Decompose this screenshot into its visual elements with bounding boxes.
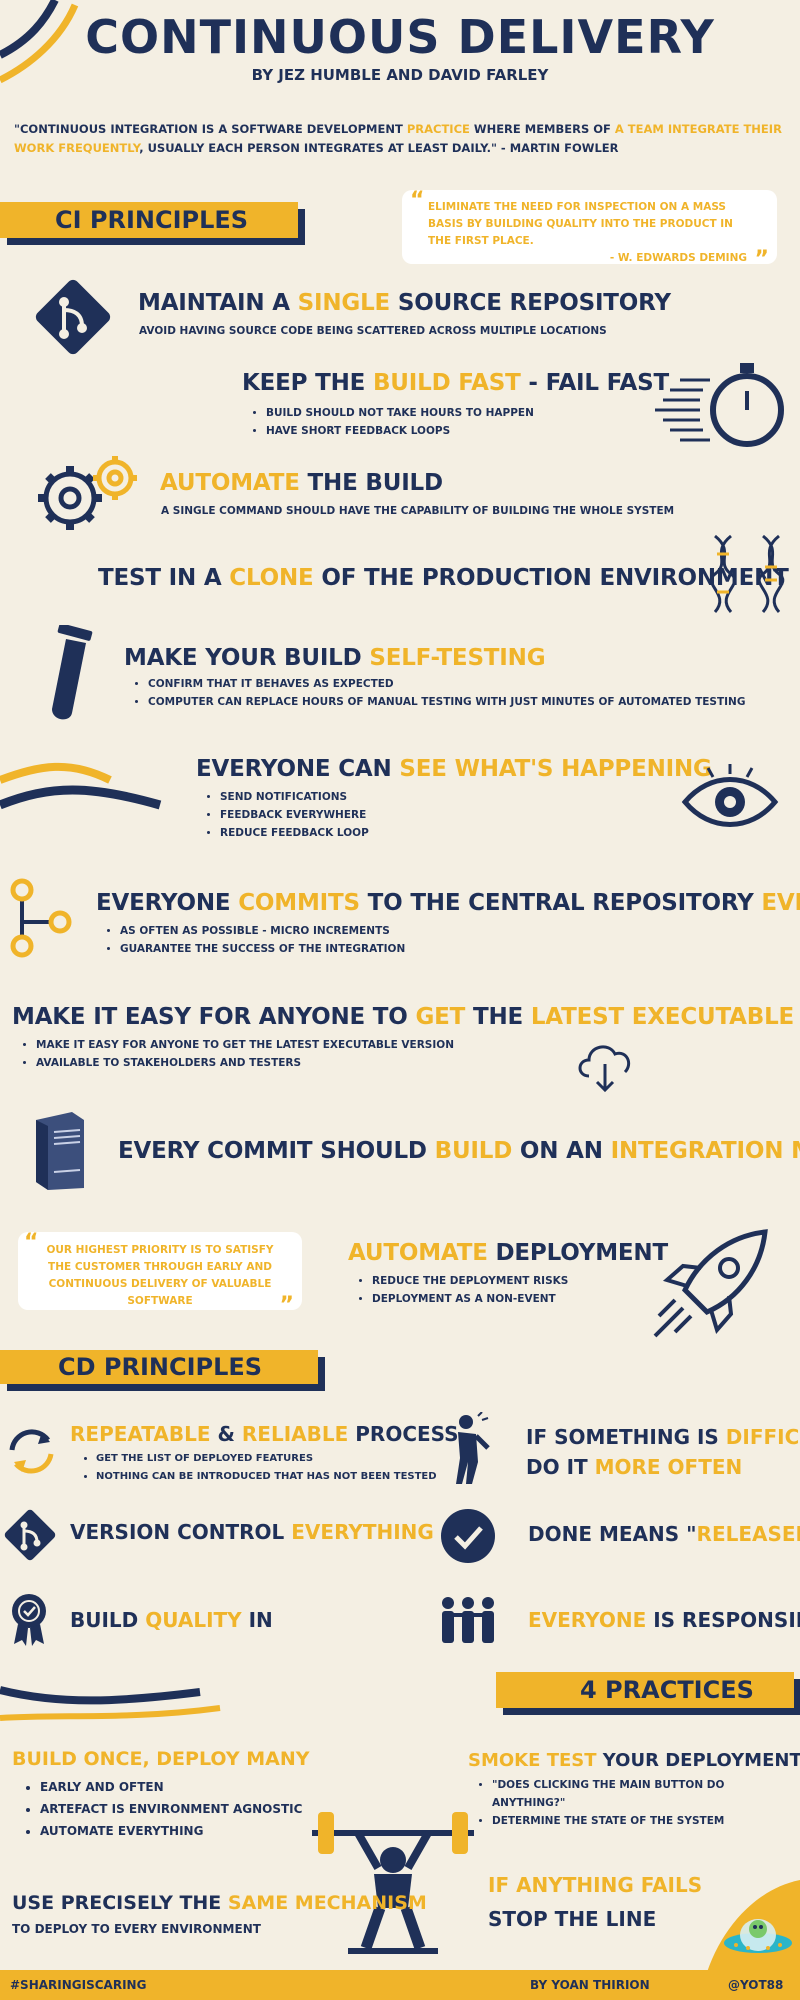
latest-bullets: MAKE IT EASY FOR ANYONE TO GET THE LATES…: [18, 1036, 454, 1072]
close-quote-icon: ”: [754, 247, 769, 272]
principle-build-fast: KEEP THE BUILD FAST - FAIL FAST: [242, 370, 670, 396]
principle-integration: EVERY COMMIT SHOULD BUILD ON AN INTEGRAT…: [118, 1138, 800, 1164]
practices-banner: 4 PRACTICES: [496, 1672, 794, 1708]
list-item: DETERMINE THE STATE OF THE SYSTEM: [492, 1812, 800, 1830]
cd-responsible: EVERYONE IS RESPONSIBLE: [528, 1608, 800, 1632]
swoosh-decoration: [0, 762, 162, 810]
list-item: AS OFTEN AS POSSIBLE - MICRO INCREMENTS: [120, 922, 405, 940]
list-item: REDUCE THE DEPLOYMENT RISKS: [372, 1272, 568, 1290]
list-item: COMPUTER CAN REPLACE HOURS OF MANUAL TES…: [148, 693, 745, 711]
principle-self-testing: MAKE YOUR BUILD SELF-TESTING: [124, 645, 546, 671]
cd-principles-banner: CD PRINCIPLES: [0, 1350, 318, 1384]
gears-icon: [38, 456, 137, 530]
award-badge-icon: [12, 1594, 46, 1646]
cd-difficult: IF SOMETHING IS DIFFICULT, DO IT MORE OF…: [526, 1425, 800, 1479]
team-icon: [442, 1597, 494, 1643]
agile-quote: “ OUR HIGHEST PRIORITY IS TO SATISFY THE…: [18, 1230, 302, 1317]
smoke-test-bullets: "DOES CLICKING THE MAIN BUTTON DO ANYTHI…: [474, 1776, 800, 1830]
same-mechanism-desc: TO DEPLOY TO EVERY ENVIRONMENT: [12, 1922, 261, 1936]
list-item: AUTOMATE EVERYTHING: [40, 1820, 302, 1842]
struggling-person-icon: [456, 1412, 490, 1484]
list-item: FEEDBACK EVERYWHERE: [220, 806, 369, 824]
hashtag: #SHARINGISCARING: [10, 1978, 147, 1992]
list-item: "DOES CLICKING THE MAIN BUTTON DO ANYTHI…: [492, 1776, 800, 1812]
principle-see: EVERYONE CAN SEE WHAT'S HAPPENING: [196, 756, 712, 782]
list-item: MAKE IT EASY FOR ANYONE TO GET THE LATES…: [36, 1036, 454, 1054]
commits-bullets: AS OFTEN AS POSSIBLE - MICRO INCREMENTS …: [102, 922, 405, 958]
principle-automate-build: AUTOMATE THE BUILD: [160, 470, 443, 496]
page-title: CONTINUOUS DELIVERY: [85, 10, 715, 64]
principle-single-repo: MAINTAIN A SINGLE SOURCE REPOSITORY: [138, 290, 671, 316]
list-item: NOTHING CAN BE INTRODUCED THAT HAS NOT B…: [96, 1468, 437, 1486]
git-icon: [4, 1509, 56, 1561]
byline: BY JEZ HUMBLE AND DAVID FARLEY: [251, 66, 549, 84]
server-icon: [36, 1112, 84, 1190]
cd-done: DONE MEANS "RELEASED": [528, 1522, 800, 1546]
fowler-quote: "CONTINUOUS INTEGRATION IS A SOFTWARE DE…: [14, 122, 782, 155]
footer: #SHARINGISCARING BY YOAN THIRION @YOT88: [0, 1970, 800, 2000]
list-item: CONFIRM THAT IT BEHAVES AS EXPECTED: [148, 675, 745, 693]
swoosh-decoration: [0, 1686, 221, 1721]
dna-icon: [709, 534, 785, 613]
stopwatch-icon: [655, 363, 784, 447]
list-item: REDUCE FEEDBACK LOOP: [220, 824, 369, 842]
open-quote-icon: “: [410, 188, 425, 213]
list-item: ARTEFACT IS ENVIRONMENT AGNOSTIC: [40, 1798, 302, 1820]
practice-build-once: BUILD ONCE, DEPLOY MANY: [12, 1748, 310, 1770]
rocket-icon: [653, 1229, 768, 1338]
build-fast-bullets: BUILD SHOULD NOT TAKE HOURS TO HAPPEN HA…: [248, 404, 534, 440]
commit-branch-icon: [10, 878, 72, 958]
practice-same-mechanism: USE PRECISELY THE SAME MECHANISM: [12, 1892, 427, 1914]
eye-icon: [681, 764, 779, 827]
refresh-cycle-icon: [9, 1429, 54, 1474]
weightlifter-icon: [312, 1812, 474, 1954]
cd-repeatable: REPEATABLE & RELIABLE PROCESS: [70, 1422, 459, 1446]
automate-build-desc: A SINGLE COMMAND SHOULD HAVE THE CAPABIL…: [161, 505, 675, 517]
author-credit: BY YOAN THIRION: [530, 1978, 650, 1992]
principle-commits: EVERYONE COMMITS TO THE CENTRAL REPOSITO…: [96, 890, 800, 916]
list-item: SEND NOTIFICATIONS: [220, 788, 369, 806]
test-tube-icon: [52, 625, 93, 720]
repeatable-bullets: GET THE LIST OF DEPLOYED FEATURES NOTHIN…: [78, 1450, 437, 1486]
cd-quality: BUILD QUALITY IN: [70, 1608, 273, 1632]
list-item: DEPLOYMENT AS A NON-EVENT: [372, 1290, 568, 1308]
practice-smoke-test: SMOKE TEST YOUR DEPLOYMENT: [468, 1750, 800, 1771]
single-repo-desc: AVOID HAVING SOURCE CODE BEING SCATTERED…: [139, 325, 607, 337]
list-item: EARLY AND OFTEN: [40, 1776, 302, 1798]
list-item: GUARANTEE THE SUCCESS OF THE INTEGRATION: [120, 940, 405, 958]
ci-principles-banner: CI PRINCIPLES: [0, 202, 298, 238]
list-item: GET THE LIST OF DEPLOYED FEATURES: [96, 1450, 437, 1468]
header: CONTINUOUS DELIVERY BY JEZ HUMBLE AND DA…: [0, 10, 800, 84]
list-item: AVAILABLE TO STAKEHOLDERS AND TESTERS: [36, 1054, 454, 1072]
practice-stop-line: IF ANYTHING FAILS STOP THE LINE: [488, 1873, 703, 1931]
cd-version-control: VERSION CONTROL EVERYTHING: [70, 1520, 434, 1544]
automate-deployment-bullets: REDUCE THE DEPLOYMENT RISKS DEPLOYMENT A…: [354, 1272, 568, 1308]
close-quote-icon: ”: [279, 1293, 294, 1318]
list-item: BUILD SHOULD NOT TAKE HOURS TO HAPPEN: [266, 404, 534, 422]
principle-clone: TEST IN A CLONE OF THE PRODUCTION ENVIRO…: [98, 565, 789, 591]
principle-latest: MAKE IT EASY FOR ANYONE TO GET THE LATES…: [12, 1004, 795, 1030]
see-bullets: SEND NOTIFICATIONS FEEDBACK EVERYWHERE R…: [202, 788, 369, 842]
swoosh-decoration: [0, 0, 79, 84]
git-icon: [35, 279, 111, 355]
handle: @YOT88: [728, 1978, 784, 1992]
list-item: HAVE SHORT FEEDBACK LOOPS: [266, 422, 534, 440]
self-testing-bullets: CONFIRM THAT IT BEHAVES AS EXPECTED COMP…: [130, 675, 745, 711]
principle-automate-deployment: AUTOMATE DEPLOYMENT: [348, 1240, 668, 1266]
open-quote-icon: “: [24, 1230, 39, 1255]
alien-ufo-icon: [724, 1919, 792, 1953]
check-circle-icon: [441, 1509, 495, 1563]
build-once-bullets: EARLY AND OFTEN ARTEFACT IS ENVIRONMENT …: [22, 1776, 302, 1842]
cloud-download-icon: [578, 1045, 631, 1093]
deming-quote: “ ELIMINATE THE NEED FOR INSPECTION ON A…: [402, 188, 777, 271]
